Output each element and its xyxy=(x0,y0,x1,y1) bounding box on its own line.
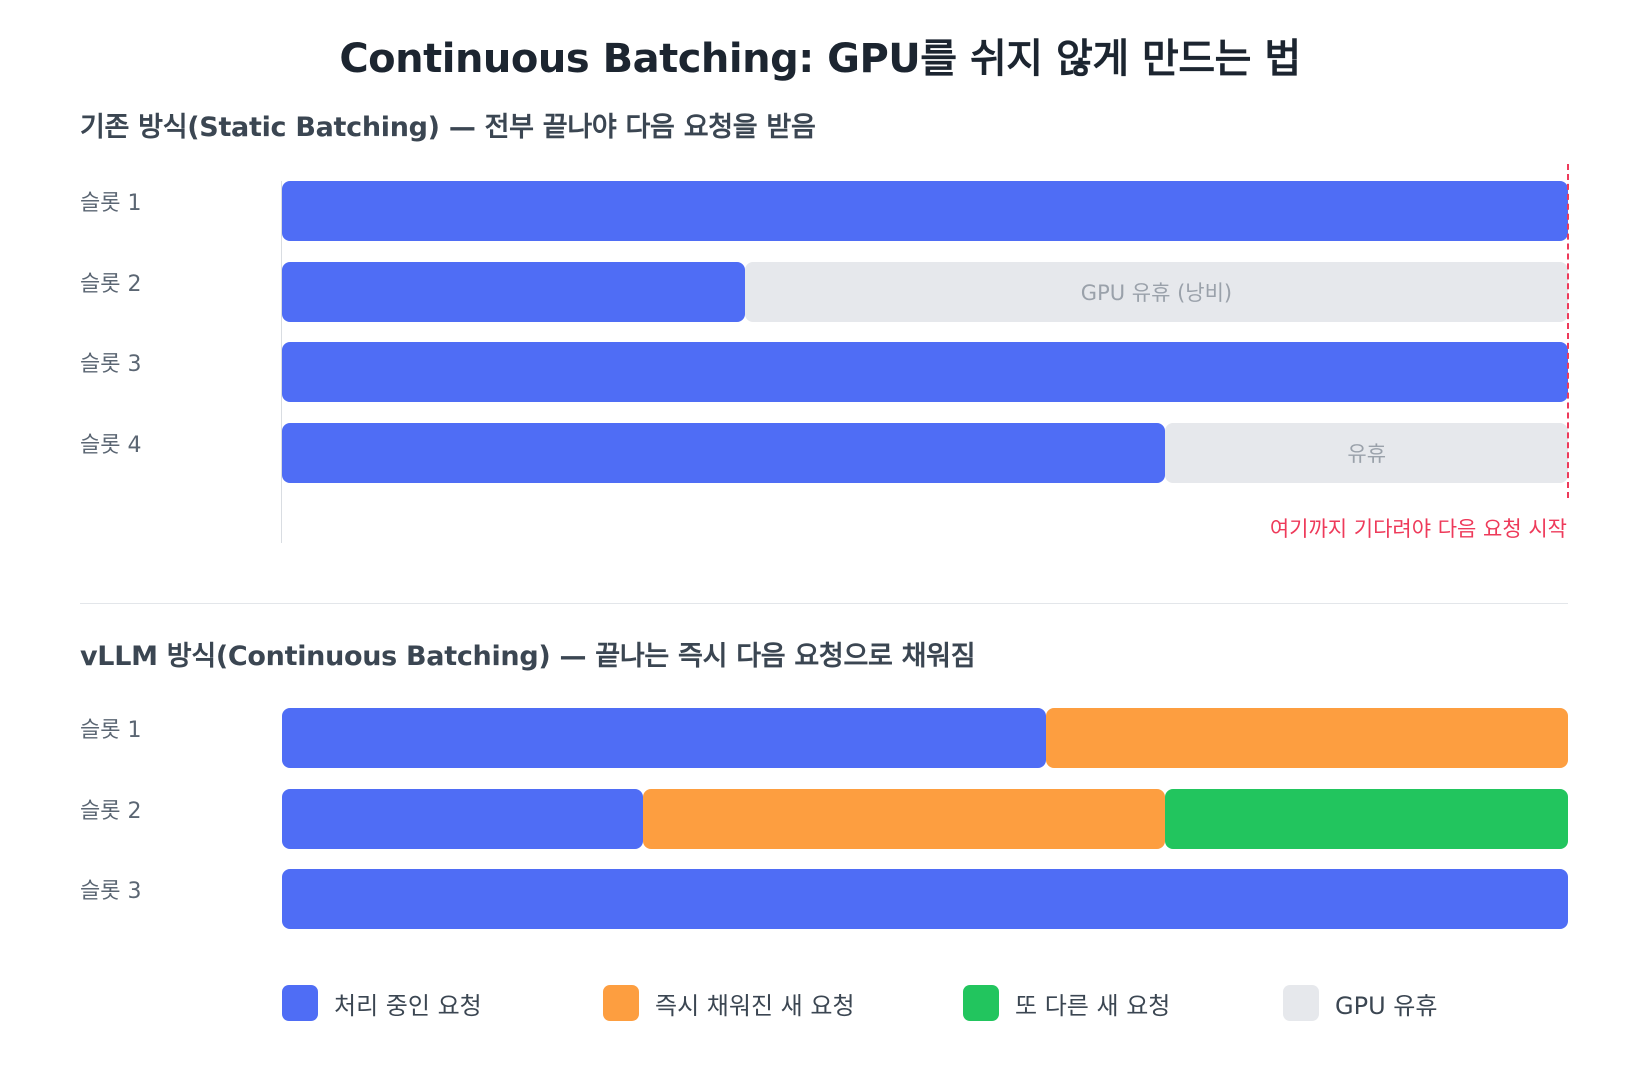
legend-swatch-filled-new xyxy=(603,985,639,1021)
static-slot-1-processing-bar xyxy=(282,181,1568,241)
continuous-slot-2-filled-new-bar xyxy=(643,788,1166,849)
continuous-slot-2-label: 슬롯 2 xyxy=(80,798,142,824)
legend-item-filled-new: 즉시 채워진 새 요청 xyxy=(603,985,855,1021)
continuous-slot-1-processing-bar xyxy=(282,708,1046,768)
legend-swatch-idle xyxy=(1283,985,1319,1021)
static-slot-4-label: 슬롯 4 xyxy=(80,432,142,458)
static-timeline-axis xyxy=(281,181,282,543)
static-slot-4-processing-bar xyxy=(282,422,1166,483)
continuous-slot-2-processing-bar xyxy=(282,788,644,849)
static-slot-3-label: 슬롯 3 xyxy=(80,352,142,377)
legend-item-another-new: 또 다른 새 요청 xyxy=(963,985,1170,1021)
static-section-title: 기존 방식(Static Batching) — 전부 끝나야 다음 요청을 받… xyxy=(80,112,816,143)
continuous-slot-1-filled-new-bar xyxy=(1045,708,1568,768)
legend-item-idle: GPU 유휴 xyxy=(1283,985,1437,1021)
static-slot-2-processing-bar xyxy=(282,261,745,322)
static-slot-4-idle-bar: 유휴 xyxy=(1165,422,1568,483)
deadline-marker-line xyxy=(1567,164,1569,498)
static-slot-3-processing-bar xyxy=(282,342,1568,402)
legend-label: 처리 중인 요청 xyxy=(334,991,482,1020)
legend-swatch-another-new xyxy=(963,985,999,1021)
legend-label: GPU 유휴 xyxy=(1335,991,1438,1020)
continuous-slot-1-label: 슬롯 1 xyxy=(80,718,142,743)
deadline-label: 여기까지 기다려야 다음 요청 시작 xyxy=(1269,517,1567,541)
section-divider xyxy=(80,603,1568,604)
continuous-slot-3-label: 슬롯 3 xyxy=(80,879,142,904)
continuous-section-title: vLLM 방식(Continuous Batching) — 끝나는 즉시 다음… xyxy=(80,641,976,672)
static-slot-2-label: 슬롯 2 xyxy=(80,271,142,297)
continuous-slot-3-processing-bar xyxy=(282,869,1568,929)
legend-label: 또 다른 새 요청 xyxy=(1015,991,1171,1020)
page-title: Continuous Batching: GPU를 쉬지 않게 만드는 법 xyxy=(339,36,1301,82)
legend-item-processing: 처리 중인 요청 xyxy=(282,985,482,1021)
legend-swatch-processing xyxy=(282,985,318,1021)
legend-label: 즉시 채워진 새 요청 xyxy=(655,991,855,1020)
static-slot-2-idle-bar: GPU 유휴 (낭비) xyxy=(744,261,1568,322)
continuous-slot-2-another-new-bar xyxy=(1165,788,1568,849)
static-slot-1-label: 슬롯 1 xyxy=(80,191,142,216)
